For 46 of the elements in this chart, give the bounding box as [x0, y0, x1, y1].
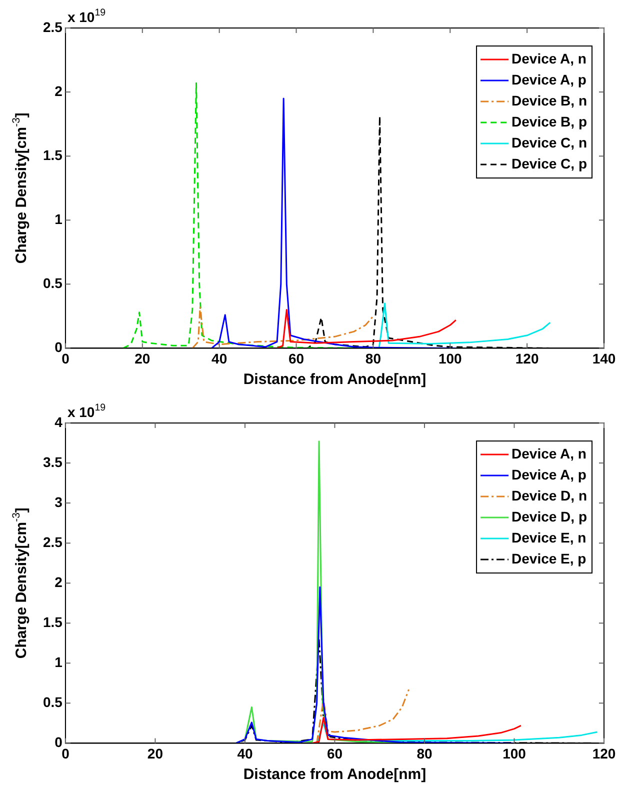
y-tick-label: 2.5 [42, 534, 63, 550]
y-tick-label: 4 [54, 414, 63, 430]
line-series [192, 306, 374, 348]
legend-label: Device E, n [512, 529, 586, 546]
x-tick-label: 120 [592, 745, 616, 762]
x-tick-label: 80 [365, 350, 382, 366]
legend-label: Device C, n [512, 134, 588, 150]
x-tick-label: 20 [147, 745, 164, 762]
x-tick-label: 60 [326, 745, 343, 762]
x-tick-label: 40 [212, 350, 228, 366]
y-tick-label: 1 [54, 210, 63, 227]
y-tick-label: 2 [54, 82, 63, 99]
y-tick-label: 1.5 [42, 146, 63, 163]
legend-label: Device B, n [512, 92, 588, 108]
line-series [316, 688, 410, 744]
x-tick-label: 20 [134, 350, 150, 366]
y-tick-label: 0 [54, 339, 63, 356]
y-tick-label: 3 [54, 494, 63, 510]
legend-label: Device D, p [512, 508, 588, 524]
legend-label: Device A, p [512, 71, 586, 88]
legend-label: Device A, n [512, 50, 586, 66]
legend-label: Device E, p [512, 550, 586, 566]
x-axis-title: Distance from Anode[nm] [243, 371, 426, 388]
y-tick-label: 2.5 [42, 18, 63, 35]
y-tick-label: 0.5 [42, 275, 63, 292]
x-tick-label: 40 [237, 745, 253, 762]
legend-label: Device C, p [512, 155, 588, 172]
x-axis-title: Distance from Anode[nm] [243, 766, 426, 784]
x-tick-label: 100 [438, 350, 462, 366]
x-tick-label: 140 [592, 350, 616, 366]
y-axis-title: Charge Density[cm-3] [10, 112, 30, 264]
y-tick-label: 0 [54, 734, 63, 750]
y-tick-label: 3.5 [42, 454, 63, 470]
legend-label: Device D, n [512, 487, 588, 504]
x-tick-label: 60 [288, 350, 304, 366]
legend-label: Device B, p [512, 113, 588, 130]
x-tick-label: 100 [502, 745, 526, 762]
x-tick-label: 120 [515, 350, 539, 366]
legend-label: Device A, n [512, 445, 586, 462]
y-tick-label: 1.5 [42, 614, 63, 630]
y-tick-label: 1 [54, 654, 63, 670]
legend-label: Device A, p [512, 466, 586, 482]
y-tick-label: 0.5 [42, 694, 63, 710]
y-axis-title: Charge Density[cm-3] [10, 508, 30, 659]
x-tick-label: 80 [416, 745, 432, 762]
y-tick-label: 2 [54, 574, 63, 590]
